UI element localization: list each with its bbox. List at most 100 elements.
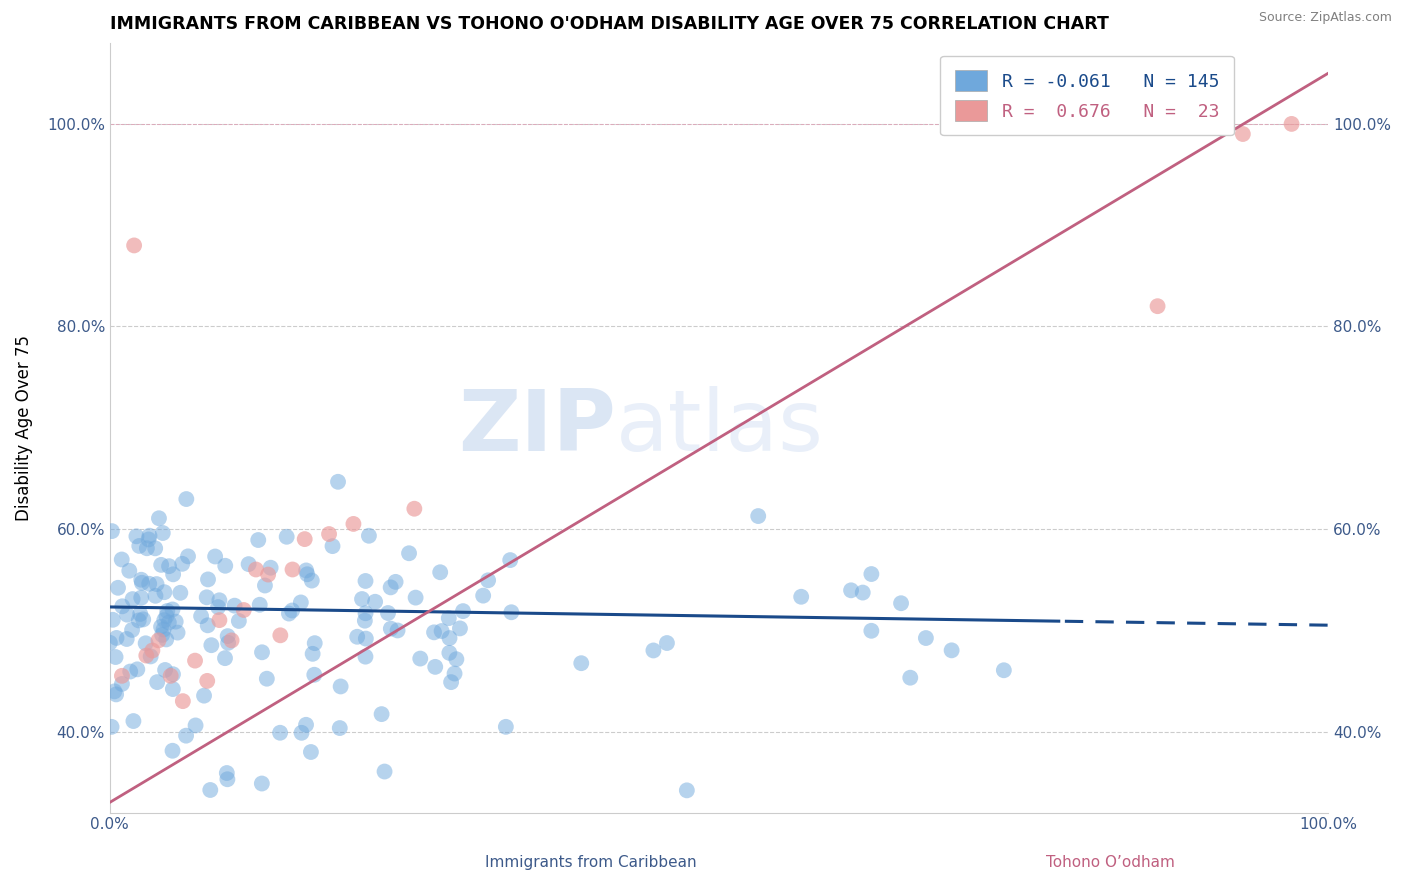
- Point: [232, 603, 254, 617]
- Point: [162, 602, 184, 616]
- Point: [120, 665, 142, 679]
- Point: [249, 598, 271, 612]
- Point: [166, 625, 188, 640]
- Point: [128, 539, 150, 553]
- Point: [398, 546, 420, 560]
- Point: [148, 511, 170, 525]
- Point: [250, 776, 273, 790]
- Point: [208, 613, 231, 627]
- Point: [128, 614, 150, 628]
- Point: [138, 529, 160, 543]
- Point: [153, 585, 176, 599]
- Point: [350, 592, 373, 607]
- Point: [499, 553, 522, 567]
- Point: [146, 675, 169, 690]
- Point: [190, 609, 212, 624]
- Point: [342, 516, 364, 531]
- Point: [329, 721, 352, 735]
- Point: [860, 624, 883, 638]
- Point: [304, 636, 326, 650]
- Point: [278, 607, 301, 621]
- Point: [472, 589, 495, 603]
- Point: [301, 647, 323, 661]
- Point: [195, 673, 218, 688]
- Point: [439, 631, 461, 645]
- Point: [477, 574, 499, 588]
- Point: [122, 714, 145, 728]
- Text: Tohono O’odham: Tohono O’odham: [1046, 855, 1175, 870]
- Point: [139, 649, 162, 664]
- Point: [409, 651, 432, 665]
- Point: [127, 662, 149, 676]
- Point: [121, 592, 143, 607]
- Point: [155, 632, 177, 647]
- Point: [184, 718, 207, 732]
- Point: [321, 539, 343, 553]
- Point: [174, 729, 197, 743]
- Point: [326, 475, 349, 489]
- Point: [1232, 127, 1254, 141]
- Point: [387, 624, 409, 638]
- Point: [132, 612, 155, 626]
- Point: [208, 593, 231, 607]
- Text: atlas: atlas: [616, 386, 824, 469]
- Point: [156, 604, 179, 618]
- Point: [353, 614, 375, 628]
- Point: [297, 567, 319, 582]
- Point: [790, 590, 813, 604]
- Point: [150, 628, 173, 642]
- Point: [148, 633, 170, 648]
- Point: [852, 585, 875, 599]
- Point: [384, 574, 406, 589]
- Point: [238, 557, 260, 571]
- Text: Immigrants from Caribbean: Immigrants from Caribbean: [485, 855, 696, 870]
- Point: [153, 613, 176, 627]
- Point: [103, 684, 125, 698]
- Point: [150, 620, 173, 634]
- Point: [115, 607, 138, 622]
- Point: [245, 562, 267, 576]
- Point: [329, 680, 352, 694]
- Point: [98, 636, 121, 650]
- Point: [430, 624, 453, 638]
- Point: [295, 564, 318, 578]
- Point: [890, 596, 912, 610]
- Point: [135, 648, 157, 663]
- Point: [152, 623, 174, 637]
- Point: [259, 560, 281, 574]
- Point: [104, 650, 127, 665]
- Point: [257, 567, 280, 582]
- Point: [1146, 299, 1168, 313]
- Point: [100, 720, 122, 734]
- Point: [439, 646, 461, 660]
- Point: [159, 669, 181, 683]
- Point: [129, 591, 152, 605]
- Point: [569, 656, 592, 670]
- Point: [423, 625, 446, 640]
- Point: [111, 552, 134, 566]
- Point: [346, 630, 368, 644]
- Point: [135, 541, 157, 556]
- Point: [676, 783, 699, 797]
- Text: ZIP: ZIP: [457, 386, 616, 469]
- Point: [111, 669, 134, 683]
- Point: [215, 766, 238, 780]
- Point: [281, 562, 304, 576]
- Point: [200, 783, 222, 797]
- Point: [115, 632, 138, 646]
- Point: [157, 559, 180, 574]
- Point: [101, 524, 124, 538]
- Point: [141, 643, 163, 657]
- Point: [165, 615, 187, 629]
- Point: [655, 636, 678, 650]
- Point: [1281, 117, 1303, 131]
- Legend: R = -0.061   N = 145, R =  0.676   N =  23: R = -0.061 N = 145, R = 0.676 N = 23: [941, 56, 1234, 136]
- Point: [941, 643, 963, 657]
- Point: [253, 578, 276, 592]
- Point: [129, 607, 152, 621]
- Point: [125, 529, 148, 543]
- Point: [169, 586, 191, 600]
- Point: [443, 666, 465, 681]
- Point: [217, 629, 239, 643]
- Point: [121, 623, 143, 637]
